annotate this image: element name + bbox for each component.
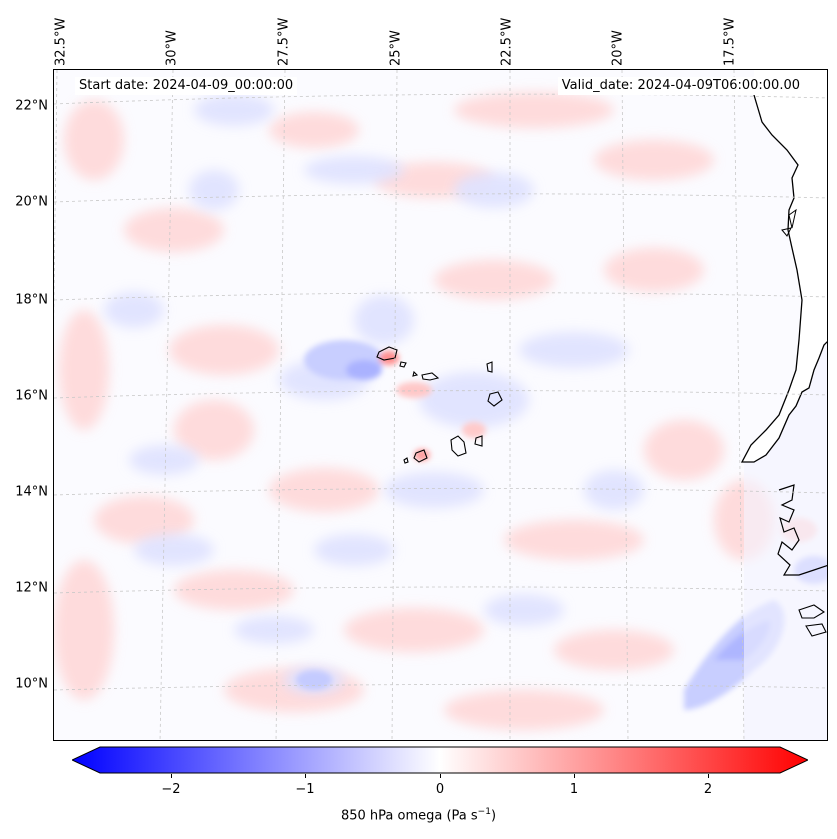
lon-label-17-5w: 17.5°W — [722, 17, 738, 66]
omega-map — [53, 69, 828, 741]
lon-label-30w: 30°W — [164, 30, 180, 66]
omega-field — [54, 70, 827, 740]
lon-label-32-5w: 32.5°W — [53, 17, 69, 66]
colorbar-tick-minus1: −1 — [295, 782, 315, 797]
colorbar-label: 850 hPa omega (Pa s−1) — [340, 807, 497, 824]
lat-label-10n: 10°N — [15, 676, 48, 692]
colorbar-tick-1: 1 — [569, 782, 579, 797]
lon-label-27-5w: 27.5°W — [276, 17, 292, 66]
colorbar-tick-0: 0 — [435, 782, 445, 797]
lat-label-14n: 14°N — [15, 484, 48, 500]
lon-label-20w: 20°W — [610, 30, 626, 66]
lat-label-16n: 16°N — [15, 388, 48, 404]
lon-label-22-5w: 22.5°W — [499, 17, 515, 66]
lon-label-25w: 25°W — [388, 30, 404, 66]
colorbar-tick-2: 2 — [703, 782, 713, 797]
lat-label-20n: 20°N — [15, 194, 48, 210]
lat-label-22n: 22°N — [15, 98, 48, 114]
lat-label-18n: 18°N — [15, 292, 48, 308]
valid-date-label: Valid_date: 2024-04-09T06:00:00.00 — [557, 77, 804, 95]
lat-label-12n: 12°N — [15, 580, 48, 596]
colorbar-tick-minus2: −2 — [161, 782, 181, 797]
omega-colorbar — [72, 746, 808, 774]
start-date-label: Start date: 2024-04-09_00:00:00 — [75, 77, 298, 95]
